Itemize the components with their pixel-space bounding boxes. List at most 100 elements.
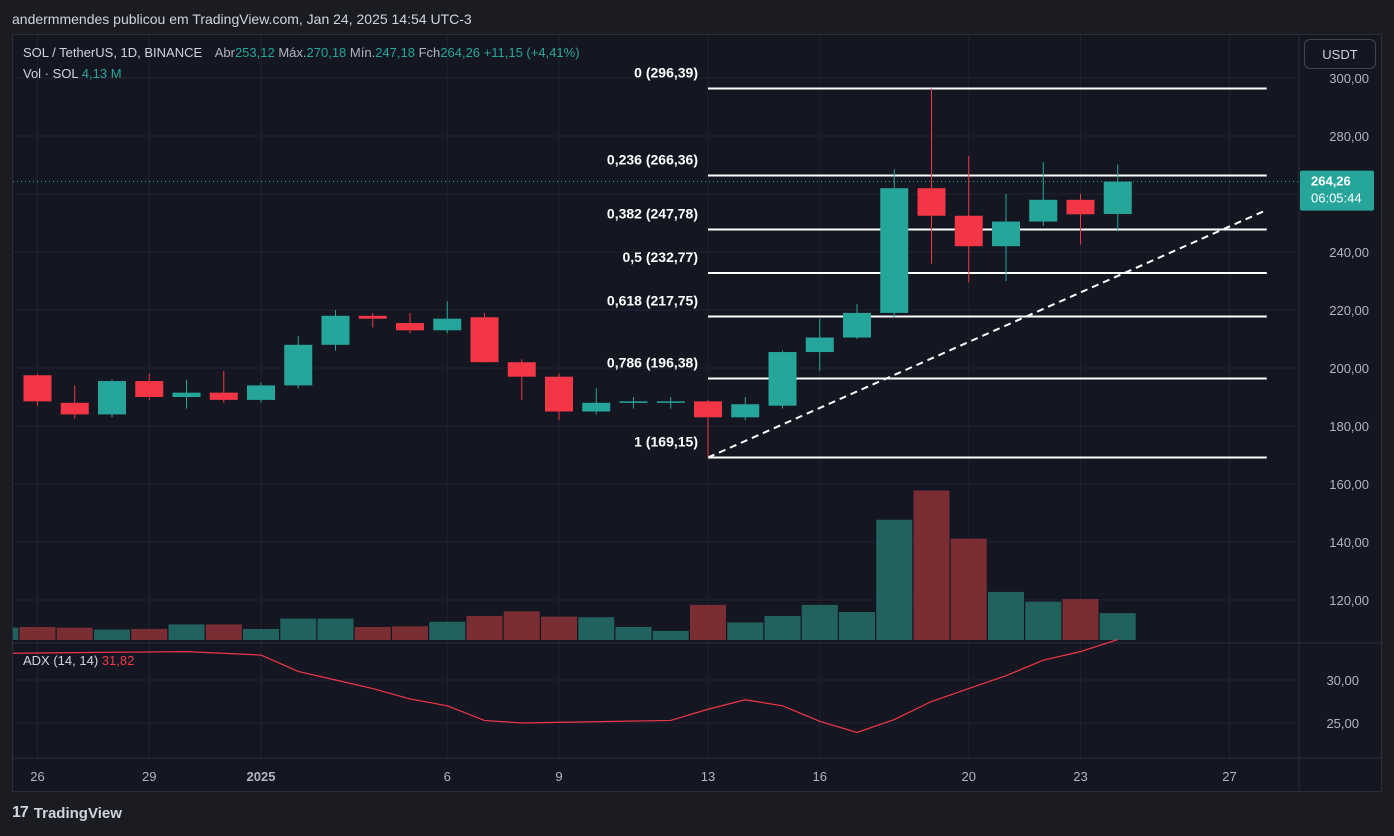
price-tick-label: 240,00 bbox=[1329, 245, 1369, 260]
time-tick-label: 16 bbox=[813, 769, 827, 784]
candle-body bbox=[619, 401, 648, 403]
change-value: +11,15 (+4,41%) bbox=[483, 45, 580, 60]
tradingview-logo[interactable]: 17 TradingView bbox=[12, 804, 122, 822]
volume-bar bbox=[131, 628, 168, 640]
time-tick-label: 23 bbox=[1073, 769, 1087, 784]
symbol-title[interactable]: SOL / TetherUS, 1D, BINANCE bbox=[23, 45, 203, 60]
tradingview-logo-text: TradingView bbox=[33, 804, 122, 822]
candle-body bbox=[507, 362, 536, 377]
volume-bar bbox=[801, 604, 838, 640]
volume-bar bbox=[541, 616, 577, 640]
open-label: Abr bbox=[214, 45, 235, 60]
tradingview-logo-icon: 17 bbox=[12, 804, 29, 821]
price-tick-label: 280,00 bbox=[1329, 129, 1369, 144]
volume-bar bbox=[727, 622, 764, 640]
candle-body bbox=[135, 381, 164, 397]
volume-bar bbox=[168, 624, 205, 640]
volume-bar bbox=[243, 628, 279, 640]
candle-body bbox=[731, 404, 760, 418]
fib-level-label: 1 (169,15) bbox=[634, 433, 698, 449]
adx-legend: ADX (14, 14) 31,82 bbox=[23, 653, 134, 668]
volume-bar bbox=[56, 627, 93, 640]
time-tick-label: 9 bbox=[555, 769, 562, 784]
candle-body bbox=[172, 392, 201, 397]
current-price-value: 264,26 bbox=[1311, 174, 1351, 189]
symbol-legend: SOL / TetherUS, 1D, BINANCE Abr253,12 Má… bbox=[23, 45, 580, 60]
volume-bar bbox=[317, 618, 354, 640]
candle-body bbox=[247, 385, 275, 400]
candle-body bbox=[1066, 199, 1095, 215]
price-tick-label: 120,00 bbox=[1329, 593, 1369, 608]
candle-body bbox=[284, 344, 313, 386]
volume-bar bbox=[876, 519, 913, 640]
fib-level-label: 0,786 (196,38) bbox=[607, 354, 698, 370]
currency-button[interactable]: USDT bbox=[1304, 39, 1376, 69]
volume-bar bbox=[503, 611, 540, 640]
volume-bar bbox=[466, 615, 503, 640]
adx-label[interactable]: ADX (14, 14) bbox=[23, 653, 99, 668]
candle-body bbox=[992, 221, 1020, 247]
candle-body bbox=[396, 323, 424, 331]
volume-bar bbox=[13, 627, 19, 640]
time-tick-label: 26 bbox=[30, 769, 44, 784]
fib-level-label: 0,5 (232,77) bbox=[623, 249, 699, 265]
adx-value: 31,82 bbox=[101, 653, 135, 668]
volume-bar bbox=[988, 591, 1024, 640]
candle-body bbox=[98, 381, 126, 415]
volume-bar bbox=[652, 630, 689, 640]
price-tick-label: 180,00 bbox=[1329, 419, 1369, 434]
volume-bar bbox=[1062, 599, 1099, 640]
volume-bar bbox=[578, 617, 615, 640]
volume-bar bbox=[615, 627, 652, 640]
volume-bar bbox=[205, 624, 242, 640]
chart-frame: 0 (296,39) 0,236 (266,36) 0,382 (247,78) 0,… bbox=[12, 34, 1383, 793]
volume-bar bbox=[913, 490, 950, 640]
publish-credit: andermmendes publicou em TradingView.com… bbox=[12, 11, 472, 27]
candle-body bbox=[656, 401, 685, 403]
time-tick-label: 13 bbox=[701, 769, 715, 784]
volume-label[interactable]: Vol · SOL bbox=[23, 66, 79, 81]
volume-bar bbox=[764, 615, 801, 640]
candle-body bbox=[917, 188, 946, 216]
volume-bar bbox=[354, 627, 391, 640]
candle-body bbox=[1103, 181, 1132, 214]
low-label: Mín. bbox=[349, 45, 376, 60]
fib-level-label: 0 (296,39) bbox=[634, 64, 698, 80]
volume-bar bbox=[392, 626, 428, 640]
candle-body bbox=[1029, 199, 1058, 222]
fib-level-label: 0,236 (266,36) bbox=[607, 152, 698, 168]
volume-legend: Vol · SOL 4,13 M bbox=[23, 66, 122, 81]
adx-tick-label: 25,00 bbox=[1326, 716, 1359, 731]
volume-bar bbox=[1099, 613, 1136, 640]
volume-bar bbox=[839, 612, 875, 640]
volume-bar bbox=[19, 627, 56, 640]
low-value: 247,18 bbox=[375, 45, 415, 60]
fib-level-label: 0,382 (247,78) bbox=[607, 205, 698, 221]
candle-body bbox=[880, 188, 909, 313]
fib-trend-line bbox=[707, 209, 1268, 459]
candle-body bbox=[433, 318, 462, 331]
adx-line bbox=[13, 639, 1118, 734]
price-tick-label: 200,00 bbox=[1329, 361, 1369, 376]
price-tick-label: 140,00 bbox=[1329, 535, 1369, 550]
candle-body bbox=[768, 352, 797, 406]
volume-bar bbox=[950, 538, 987, 640]
price-tick-label: 300,00 bbox=[1329, 71, 1369, 86]
high-value: 270,18 bbox=[306, 45, 347, 60]
volume-bar bbox=[280, 618, 317, 640]
candle-body bbox=[545, 376, 573, 412]
chart-canvas[interactable]: 0 (296,39) 0,236 (266,36) 0,382 (247,78) 0,… bbox=[13, 35, 1383, 793]
close-label: Fch bbox=[418, 45, 441, 60]
volume-bar bbox=[690, 604, 726, 640]
time-tick-label: 20 bbox=[962, 769, 976, 784]
candle-body bbox=[358, 315, 387, 319]
price-tick-label: 160,00 bbox=[1329, 477, 1369, 492]
candle-body bbox=[805, 337, 834, 353]
time-tick-label: 29 bbox=[142, 769, 156, 784]
candle-body bbox=[209, 392, 238, 400]
candle-body bbox=[321, 315, 350, 345]
candle-body bbox=[60, 402, 89, 415]
close-value: 264,26 bbox=[440, 45, 481, 60]
volume-value: 4,13 M bbox=[81, 66, 122, 81]
candle-body bbox=[582, 402, 611, 412]
